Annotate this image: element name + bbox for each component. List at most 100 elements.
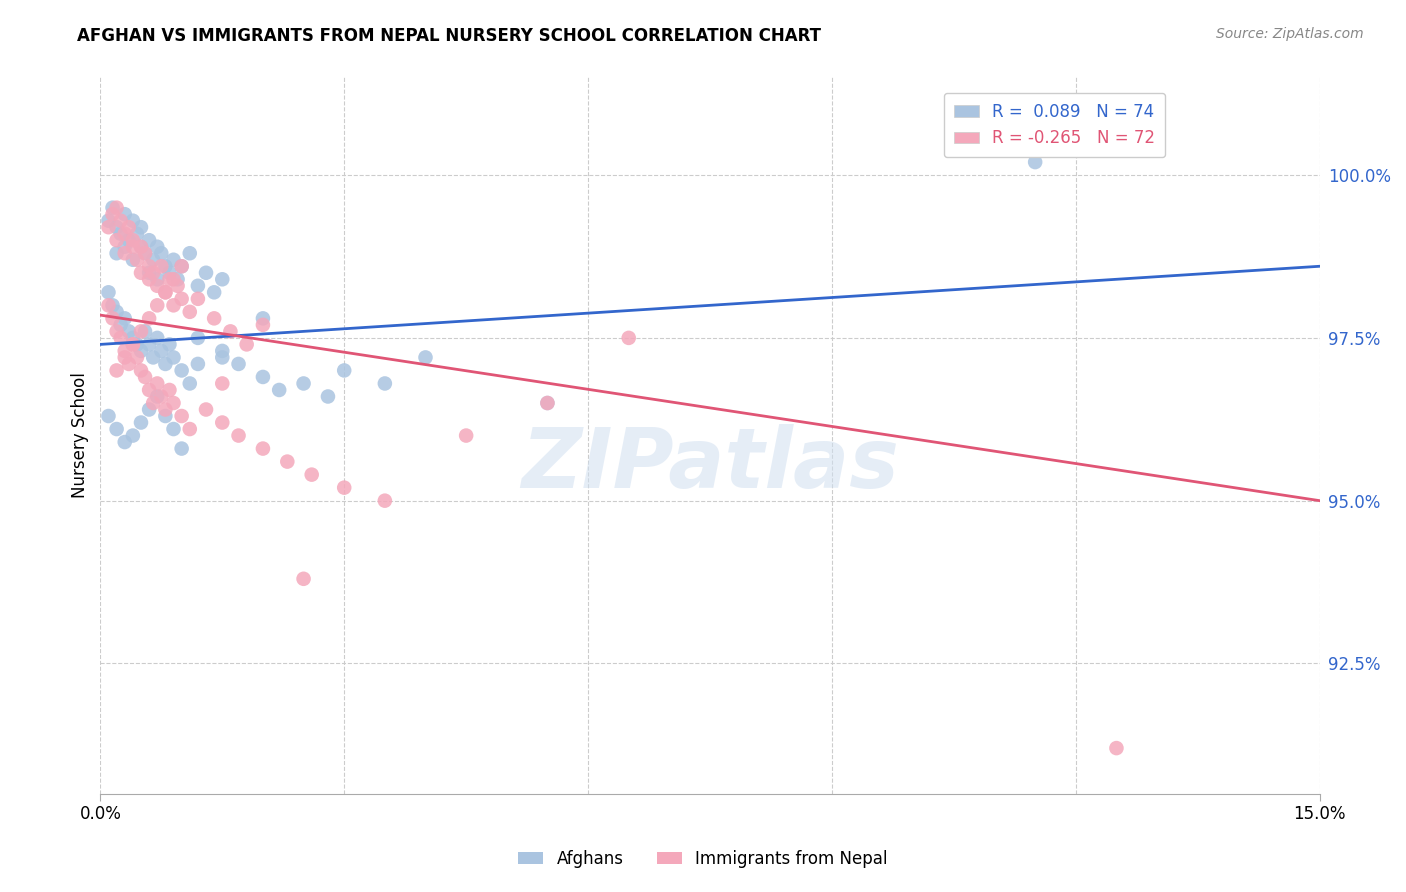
Point: [187, 331, 209, 345]
Point: [162, 272, 184, 286]
Point: [105, 201, 128, 215]
Point: [121, 213, 143, 227]
Point: [118, 357, 141, 371]
Y-axis label: Nursery School: Nursery School: [72, 373, 89, 499]
Point: [101, 311, 124, 326]
Point: [97, 285, 120, 300]
Point: [170, 260, 193, 274]
Point: [211, 376, 233, 391]
Point: [138, 272, 160, 286]
Point: [138, 260, 160, 274]
Point: [142, 266, 165, 280]
Point: [170, 363, 193, 377]
Point: [129, 240, 152, 254]
Point: [187, 292, 209, 306]
Point: [202, 311, 225, 326]
Point: [114, 240, 136, 254]
Point: [146, 272, 169, 286]
Point: [155, 260, 177, 274]
Point: [118, 324, 141, 338]
Point: [121, 252, 143, 267]
Point: [121, 233, 143, 247]
Point: [110, 331, 132, 345]
Point: [170, 292, 193, 306]
Point: [138, 383, 160, 397]
Point: [97, 409, 120, 423]
Point: [159, 272, 181, 286]
Point: [105, 305, 128, 319]
Point: [155, 285, 177, 300]
Point: [211, 272, 233, 286]
Point: [125, 227, 148, 241]
Point: [129, 220, 152, 235]
Point: [301, 467, 323, 482]
Point: [101, 207, 124, 221]
Point: [252, 311, 274, 326]
Point: [219, 324, 242, 338]
Point: [146, 331, 169, 345]
Point: [138, 233, 160, 247]
Point: [170, 409, 193, 423]
Point: [125, 337, 148, 351]
Point: [159, 266, 181, 280]
Point: [146, 376, 169, 391]
Point: [228, 357, 250, 371]
Point: [97, 298, 120, 312]
Point: [155, 409, 177, 423]
Point: [110, 213, 132, 227]
Point: [276, 454, 298, 468]
Point: [195, 402, 218, 417]
Point: [179, 422, 201, 436]
Point: [118, 233, 141, 247]
Point: [536, 396, 558, 410]
Point: [166, 278, 188, 293]
Point: [162, 351, 184, 365]
Point: [114, 311, 136, 326]
Point: [166, 272, 188, 286]
Point: [105, 246, 128, 260]
Point: [134, 370, 156, 384]
Point: [134, 246, 156, 260]
Point: [456, 428, 478, 442]
Point: [187, 357, 209, 371]
Point: [179, 246, 201, 260]
Point: [211, 416, 233, 430]
Point: [146, 278, 169, 293]
Point: [155, 357, 177, 371]
Point: [142, 351, 165, 365]
Point: [155, 402, 177, 417]
Point: [187, 278, 209, 293]
Point: [374, 493, 396, 508]
Point: [316, 389, 339, 403]
Point: [97, 220, 120, 235]
Point: [170, 260, 193, 274]
Point: [617, 331, 640, 345]
Text: ZIPatlas: ZIPatlas: [522, 424, 898, 505]
Point: [114, 246, 136, 260]
Point: [121, 331, 143, 345]
Point: [121, 428, 143, 442]
Point: [134, 246, 156, 260]
Point: [138, 337, 160, 351]
Text: AFGHAN VS IMMIGRANTS FROM NEPAL NURSERY SCHOOL CORRELATION CHART: AFGHAN VS IMMIGRANTS FROM NEPAL NURSERY …: [77, 27, 821, 45]
Legend: R =  0.089   N = 74, R = -0.265   N = 72: R = 0.089 N = 74, R = -0.265 N = 72: [943, 93, 1166, 157]
Point: [235, 337, 257, 351]
Point: [105, 422, 128, 436]
Point: [162, 298, 184, 312]
Point: [138, 311, 160, 326]
Point: [142, 252, 165, 267]
Point: [105, 233, 128, 247]
Point: [105, 220, 128, 235]
Point: [146, 389, 169, 403]
Point: [292, 376, 315, 391]
Point: [110, 227, 132, 241]
Point: [162, 422, 184, 436]
Point: [129, 363, 152, 377]
Point: [269, 383, 291, 397]
Point: [105, 324, 128, 338]
Point: [150, 246, 173, 260]
Point: [129, 240, 152, 254]
Point: [121, 337, 143, 351]
Point: [110, 318, 132, 332]
Point: [129, 266, 152, 280]
